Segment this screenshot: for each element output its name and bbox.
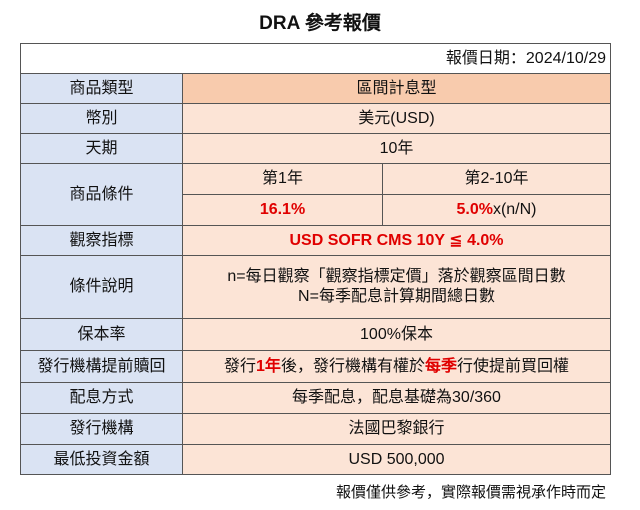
- label: 條件說明: [20, 255, 183, 319]
- value: 美元(USD): [182, 103, 611, 134]
- highlight: 每季: [424, 357, 457, 375]
- rate-value: 16.1%: [259, 201, 306, 218]
- text: 後，發行機構有權於: [280, 357, 425, 375]
- quote-table: 報價日期：2024/10/29 商品類型 區間計息型 幣別 美元(USD) 天期 10…: [20, 43, 611, 475]
- label: 天期: [20, 133, 183, 164]
- rate-value: 5.0%: [456, 201, 493, 218]
- value: 每季配息，配息基礎為30/360: [182, 382, 611, 414]
- text: 發行: [224, 357, 257, 375]
- value: 10年: [182, 133, 611, 164]
- label: 商品類型: [20, 73, 183, 104]
- rate-formula: x(n/N): [492, 201, 537, 218]
- value: USD 500,000: [182, 444, 611, 475]
- value: 區間計息型: [182, 73, 611, 104]
- line: n=每日觀察「觀察指標定價」落於觀察區間日數: [227, 268, 566, 285]
- label: 觀察指標: [20, 225, 183, 256]
- value: n=每日觀察「觀察指標定價」落於觀察區間日數 N=每季配息計算期間總日數: [182, 255, 611, 319]
- footnote: 報價僅供參考，實際報價需視承作時而定: [335, 484, 606, 501]
- value: 法國巴黎銀行: [182, 413, 611, 445]
- rate: 16.1%: [182, 194, 383, 226]
- rate: 5.0%x(n/N): [382, 194, 611, 226]
- date: 報價日期：2024/10/29: [20, 43, 611, 74]
- value: 100%保本: [182, 318, 611, 351]
- label: 配息方式: [20, 382, 183, 414]
- title: DRA 參考報價: [259, 13, 381, 34]
- line: N=每季配息計算期間總日數: [298, 288, 495, 305]
- label: 幣別: [20, 103, 183, 134]
- label: 發行機構提前贖回: [20, 350, 183, 383]
- label: 發行機構: [20, 413, 183, 445]
- highlight: 1年: [256, 357, 281, 375]
- label: 保本率: [20, 318, 183, 351]
- value: USD SOFR CMS 10Y ≦ 4.0%: [182, 225, 611, 256]
- period: 第2-10年: [382, 163, 611, 195]
- text: 行使提前買回權: [456, 357, 569, 375]
- label: 商品條件: [20, 163, 183, 226]
- period: 第1年: [182, 163, 383, 195]
- value: 發行1年後，發行機構有權於每季行使提前買回權: [182, 350, 611, 383]
- label: 最低投資金額: [20, 444, 183, 475]
